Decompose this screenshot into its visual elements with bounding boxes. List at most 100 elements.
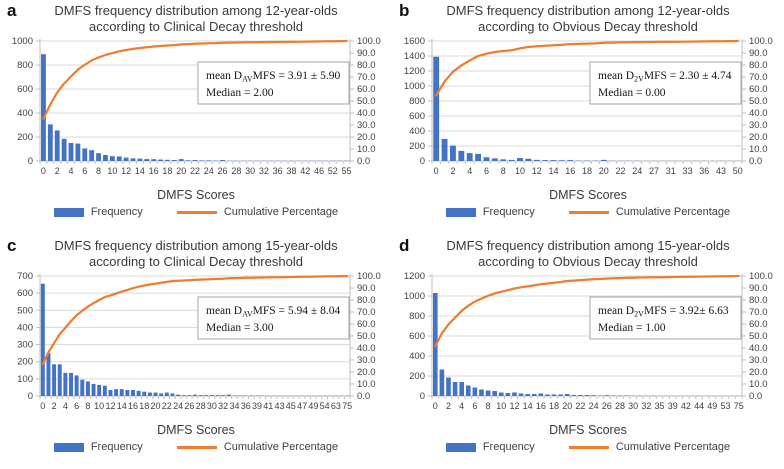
svg-text:4: 4 — [459, 401, 464, 411]
svg-text:90.0: 90.0 — [749, 48, 768, 59]
svg-text:31: 31 — [666, 166, 676, 176]
svg-text:90.0: 90.0 — [357, 283, 376, 294]
svg-text:0: 0 — [420, 391, 425, 402]
panel-d: d DMFS frequency distribution among 15-y… — [392, 235, 784, 469]
svg-text:38: 38 — [286, 166, 296, 176]
svg-text:90.0: 90.0 — [357, 48, 376, 59]
svg-text:18: 18 — [139, 401, 149, 411]
cumulative-line-swatch — [568, 445, 609, 449]
svg-text:40.0: 40.0 — [749, 108, 768, 119]
svg-text:60.0: 60.0 — [749, 84, 768, 95]
svg-text:50: 50 — [733, 166, 743, 176]
svg-text:44: 44 — [694, 401, 704, 411]
svg-text:1000: 1000 — [12, 36, 33, 47]
svg-text:10: 10 — [107, 166, 117, 176]
chart-title-line1: DMFS frequency distribution among 15-yea… — [54, 238, 338, 253]
svg-text:43: 43 — [716, 166, 726, 176]
svg-text:400: 400 — [17, 322, 33, 333]
pareto-chart-a: 020040060080010000.010.020.030.040.050.0… — [12, 36, 381, 176]
svg-text:10.0: 10.0 — [357, 379, 376, 390]
svg-text:12: 12 — [532, 166, 542, 176]
svg-text:49: 49 — [707, 401, 717, 411]
panel-letter-d: d — [399, 236, 410, 255]
svg-text:1000: 1000 — [404, 291, 425, 302]
svg-text:6: 6 — [484, 166, 489, 176]
svg-text:22: 22 — [190, 166, 200, 176]
panel-letter-c: c — [7, 236, 17, 255]
svg-text:60.0: 60.0 — [357, 84, 376, 95]
x-axis-title-b: DMFS Scores — [549, 188, 627, 202]
svg-text:18: 18 — [162, 166, 172, 176]
svg-text:30.0: 30.0 — [357, 355, 376, 366]
svg-text:0: 0 — [28, 156, 33, 167]
svg-text:0: 0 — [40, 401, 45, 411]
svg-text:22: 22 — [575, 401, 585, 411]
legend-label-frequency: Frequency — [482, 206, 535, 218]
frequency-bar-swatch — [53, 207, 84, 217]
chart-title-d: DMFS frequency distribution among 15-yea… — [392, 235, 784, 270]
chart-title-line1: DMFS frequency distribution among 12-yea… — [446, 3, 730, 18]
chart-title-line2: according to Obvious Decay threshold — [478, 19, 698, 34]
svg-text:100.0: 100.0 — [357, 271, 381, 282]
legend-item-cumulative: Cumulative Percentage — [568, 206, 730, 218]
svg-text:24: 24 — [204, 166, 214, 176]
svg-text:0.0: 0.0 — [357, 156, 370, 167]
svg-text:200: 200 — [17, 132, 33, 143]
svg-text:35: 35 — [655, 401, 665, 411]
svg-text:28: 28 — [196, 401, 206, 411]
svg-text:100.0: 100.0 — [749, 271, 773, 282]
svg-text:8: 8 — [85, 401, 90, 411]
svg-text:70.0: 70.0 — [357, 72, 376, 83]
svg-text:70.0: 70.0 — [749, 72, 768, 83]
svg-text:50.0: 50.0 — [357, 331, 376, 342]
svg-text:10.0: 10.0 — [357, 144, 376, 155]
cumulative-line-swatch — [176, 445, 217, 449]
legend-label-cumulative: Cumulative Percentage — [223, 441, 339, 453]
svg-text:80.0: 80.0 — [749, 60, 768, 71]
svg-text:20: 20 — [599, 166, 609, 176]
svg-text:mean D2VMFS = 3.92± 6.63: mean D2VMFS = 3.92± 6.63 — [598, 305, 729, 319]
svg-text:14: 14 — [135, 166, 145, 176]
svg-text:20.0: 20.0 — [749, 367, 768, 378]
svg-text:Median = 1.00: Median = 1.00 — [598, 322, 666, 334]
svg-text:2: 2 — [446, 401, 451, 411]
chart-title-line2: according to Obvious Decay threshold — [478, 254, 698, 269]
cumulative-line-swatch — [176, 210, 217, 214]
svg-text:800: 800 — [409, 311, 425, 322]
chart-title-line2: according to Clinical Decay threshold — [89, 254, 303, 269]
svg-text:0: 0 — [433, 401, 438, 411]
svg-text:1200: 1200 — [404, 271, 425, 282]
svg-text:20.0: 20.0 — [357, 132, 376, 143]
svg-text:8: 8 — [486, 401, 491, 411]
svg-text:50.0: 50.0 — [749, 331, 768, 342]
svg-text:100.0: 100.0 — [749, 36, 773, 47]
svg-text:4: 4 — [68, 166, 73, 176]
svg-text:39: 39 — [252, 401, 262, 411]
chart-legend-a: Frequency Cumulative Percentage — [0, 206, 392, 218]
legend-label-frequency: Frequency — [90, 206, 143, 218]
svg-text:40.0: 40.0 — [749, 343, 768, 354]
svg-text:12: 12 — [509, 401, 519, 411]
frequency-bar-swatch — [53, 442, 84, 452]
svg-text:10.0: 10.0 — [749, 379, 768, 390]
svg-text:26: 26 — [184, 401, 194, 411]
svg-text:22: 22 — [616, 166, 626, 176]
svg-text:54: 54 — [320, 401, 330, 411]
svg-text:16: 16 — [128, 401, 138, 411]
svg-text:43: 43 — [275, 401, 285, 411]
svg-text:16: 16 — [565, 166, 575, 176]
svg-text:20: 20 — [151, 401, 161, 411]
svg-text:36: 36 — [699, 166, 709, 176]
svg-text:500: 500 — [17, 305, 33, 316]
svg-text:800: 800 — [409, 96, 425, 107]
svg-text:32: 32 — [641, 401, 651, 411]
legend-label-cumulative: Cumulative Percentage — [615, 441, 731, 453]
legend-item-frequency: Frequency — [445, 206, 535, 218]
legend-item-cumulative: Cumulative Percentage — [176, 441, 339, 453]
chart-title-line1: DMFS frequency distribution among 12-yea… — [54, 3, 338, 18]
x-axis-title-c: DMFS Scores — [157, 423, 235, 437]
svg-text:80.0: 80.0 — [357, 295, 376, 306]
svg-text:100: 100 — [17, 374, 33, 385]
svg-text:1600: 1600 — [404, 36, 425, 47]
svg-text:mean DAVMFS = 3.91 ± 5.90: mean DAVMFS = 3.91 ± 5.90 — [206, 70, 340, 84]
